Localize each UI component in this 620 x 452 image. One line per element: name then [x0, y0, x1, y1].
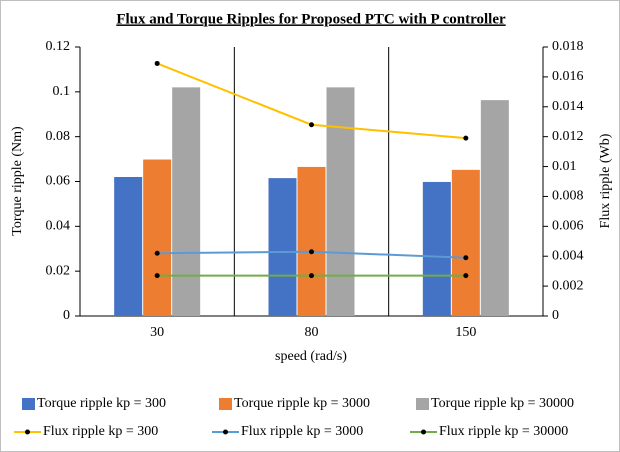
y2-tick-label: 0	[552, 308, 559, 323]
line-marker	[309, 249, 314, 255]
y-tick-label: 0.04	[46, 219, 71, 234]
legend-marker	[421, 429, 426, 435]
line-marker	[309, 122, 314, 128]
line-marker	[154, 250, 160, 256]
bar	[422, 181, 451, 316]
bar	[326, 87, 355, 316]
legend-marker	[25, 429, 30, 435]
bar	[172, 87, 201, 316]
legend-label: Torque ripple kp = 30000	[431, 396, 574, 411]
bar	[297, 166, 326, 316]
x-tick-label: 30	[150, 325, 164, 340]
legend-marker	[223, 429, 228, 435]
line-marker	[463, 273, 469, 279]
bar	[114, 177, 143, 316]
y-tick-label: 0.02	[46, 263, 71, 278]
y2-axis-label: Flux ripple (Wb)	[598, 133, 613, 228]
y2-tick-label: 0.016	[552, 69, 584, 84]
legend-swatch	[219, 398, 232, 410]
chart-title: Flux and Torque Ripples for Proposed PTC…	[116, 11, 506, 27]
line-marker	[463, 135, 469, 141]
legend-swatch	[416, 398, 429, 410]
legend-label: Torque ripple kp = 3000	[234, 396, 370, 411]
y-tick-label: 0	[63, 308, 70, 323]
y2-tick-label: 0.01	[552, 159, 577, 174]
line-marker	[154, 273, 160, 279]
y-tick-label: 0.1	[53, 84, 71, 99]
y2-tick-label: 0.014	[552, 99, 584, 114]
legend-label: Flux ripple kp = 3000	[241, 424, 363, 439]
x-tick-label: 150	[455, 325, 476, 340]
y2-tick-label: 0.012	[552, 129, 584, 144]
line-marker	[309, 273, 314, 279]
legend-label: Flux ripple kp = 30000	[439, 424, 568, 439]
y2-tick-label: 0.004	[552, 248, 584, 263]
x-axis-label: speed (rad/s)	[275, 349, 347, 364]
legend-label: Torque ripple kp = 300	[37, 396, 166, 411]
bar	[143, 159, 172, 316]
y-axis-label: Torque ripple (Nm)	[10, 126, 25, 236]
legend-label: Flux ripple kp = 300	[43, 424, 158, 439]
bar	[268, 178, 297, 316]
y2-tick-label: 0.002	[552, 278, 584, 293]
y-tick-label: 0.06	[46, 174, 71, 189]
line-marker	[463, 255, 469, 261]
legend-swatch	[22, 398, 35, 410]
y-tick-label: 0.12	[46, 39, 71, 54]
y-tick-label: 0.08	[46, 129, 71, 144]
y2-tick-label: 0.018	[552, 39, 584, 54]
line-marker	[154, 60, 160, 66]
y2-tick-label: 0.008	[552, 189, 584, 204]
y2-tick-label: 0.006	[552, 219, 584, 234]
bar	[451, 169, 480, 316]
bar	[480, 100, 509, 316]
x-tick-label: 80	[305, 325, 319, 340]
